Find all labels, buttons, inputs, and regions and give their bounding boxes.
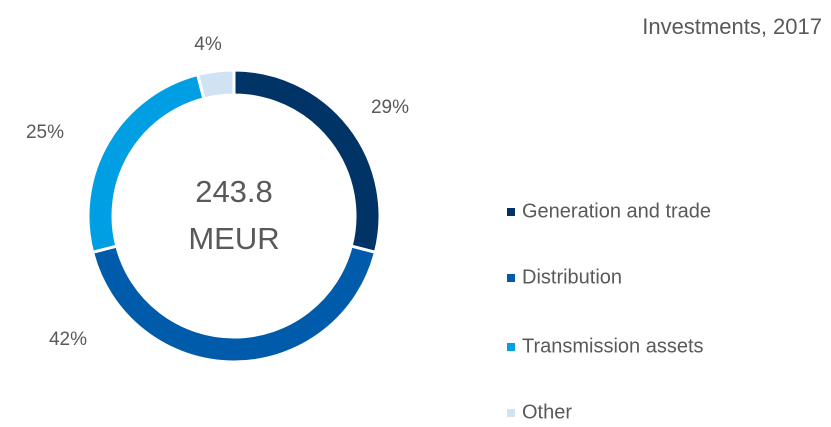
center-unit: MEUR	[188, 221, 279, 256]
chart-title: Investments, 2017	[642, 14, 822, 39]
data-label: 25%	[26, 122, 64, 143]
donut-segment	[86, 72, 206, 255]
legend-label: Other	[522, 401, 572, 423]
legend-swatch	[507, 208, 515, 216]
data-label: 4%	[194, 34, 222, 55]
legend-swatch	[507, 343, 515, 351]
donut-segment	[90, 244, 378, 364]
donut-segment	[195, 68, 236, 101]
legend-label: Generation and trade	[522, 200, 711, 222]
legend-label: Transmission assets	[522, 335, 704, 357]
data-label: 29%	[371, 97, 409, 118]
legend-swatch	[507, 274, 515, 282]
data-label: 42%	[49, 329, 87, 350]
center-value: 243.8	[195, 174, 273, 209]
legend-label: Distribution	[522, 266, 622, 288]
legend-swatch	[507, 409, 515, 417]
